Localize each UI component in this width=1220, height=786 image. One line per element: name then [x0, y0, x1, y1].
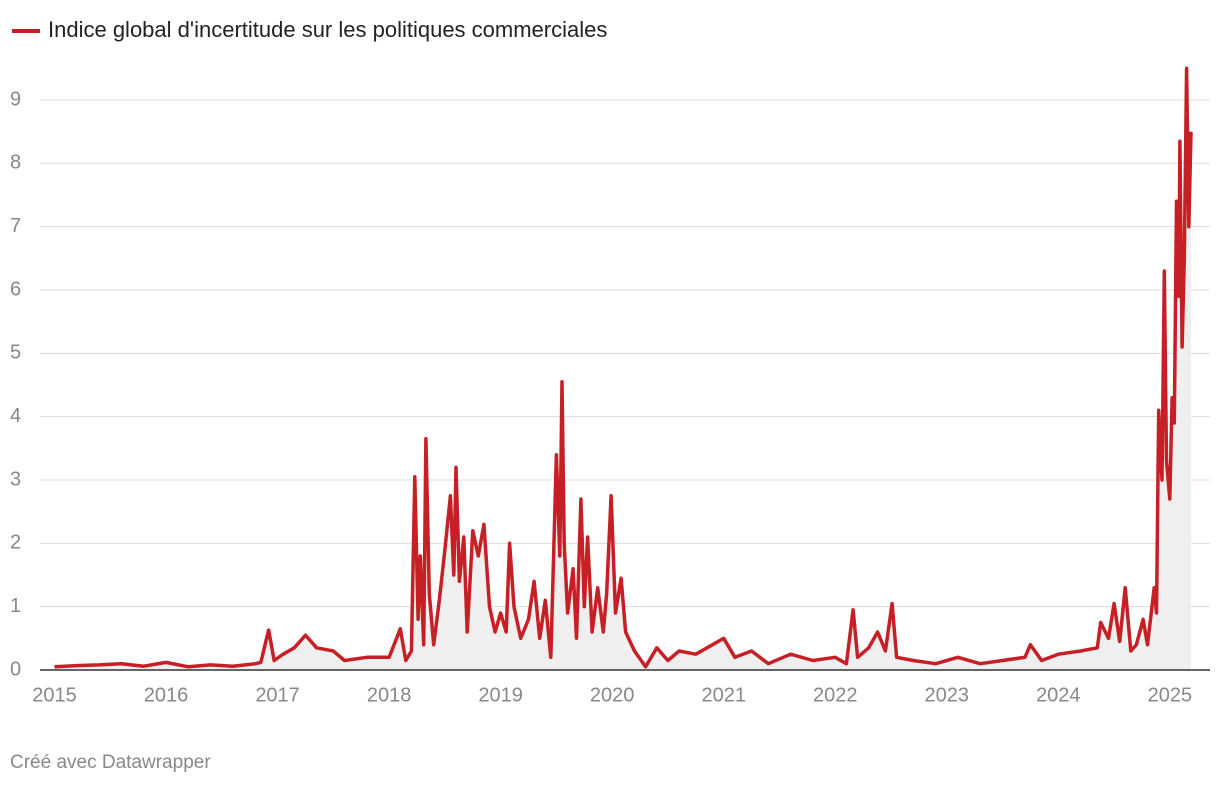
x-tick-label: 2020: [590, 684, 635, 706]
x-tick-label: 2016: [144, 684, 189, 706]
y-tick-label: 2: [10, 532, 21, 554]
x-tick-label: 2019: [478, 684, 523, 706]
x-tick-label: 2021: [701, 684, 746, 706]
x-tick-label: 2025: [1148, 684, 1193, 706]
y-tick-label: 8: [10, 152, 21, 174]
x-tick-label: 2024: [1036, 684, 1081, 706]
y-tick-label: 1: [10, 595, 21, 617]
x-tick-label: 2017: [255, 684, 300, 706]
y-tick-label: 7: [10, 215, 21, 237]
y-tick-label: 6: [10, 278, 21, 300]
line: [54, 66, 1193, 669]
credit: Créé avec Datawrapper: [10, 752, 211, 773]
x-tick-label: 2022: [813, 684, 858, 706]
x-tick-label: 2023: [925, 684, 970, 706]
y-tick-label: 4: [10, 405, 21, 427]
y-tick-label: 3: [10, 468, 21, 490]
y-tick-label: 0: [10, 658, 21, 680]
x-tick-label: 2018: [367, 684, 412, 706]
x-tick-label: 2015: [32, 684, 77, 706]
y-tick-label: 5: [10, 342, 21, 364]
y-tick-label: 9: [10, 88, 21, 110]
legend-label: Indice global d'incertitude sur les poli…: [48, 17, 607, 42]
